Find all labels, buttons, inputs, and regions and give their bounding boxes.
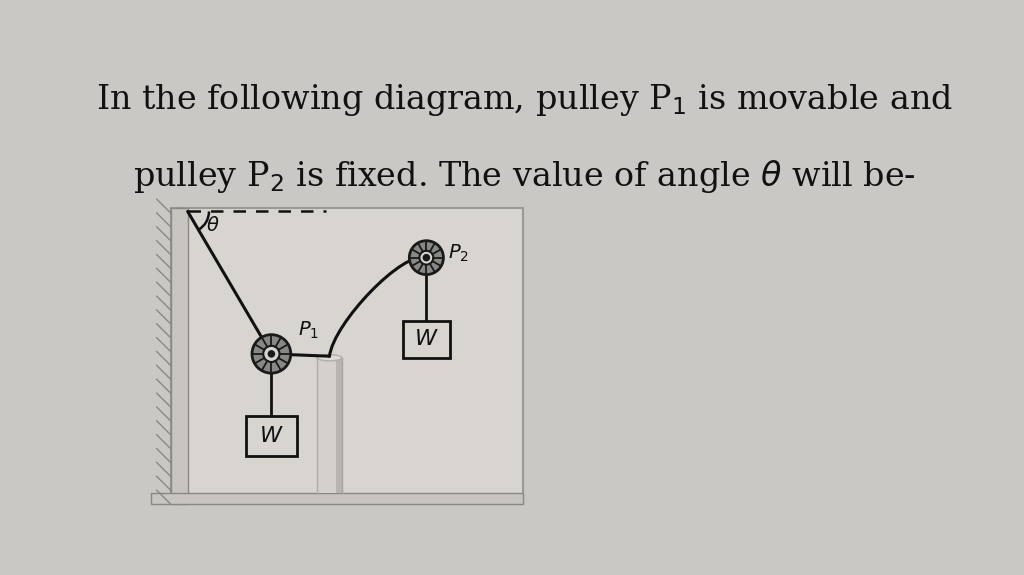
Text: pulley P$_2$ is fixed. The value of angle $\theta$ will be-: pulley P$_2$ is fixed. The value of angl…: [133, 158, 916, 194]
Bar: [403, 321, 450, 358]
Bar: [171, 208, 523, 504]
Text: $\theta$: $\theta$: [206, 216, 219, 235]
Bar: [171, 208, 187, 504]
Ellipse shape: [317, 355, 342, 361]
Circle shape: [263, 346, 280, 362]
Circle shape: [423, 255, 429, 260]
Text: $P_2$: $P_2$: [449, 243, 469, 264]
Circle shape: [410, 241, 443, 275]
Bar: [152, 493, 523, 504]
Text: $W$: $W$: [414, 328, 438, 350]
Bar: [336, 358, 342, 493]
Text: $P_1$: $P_1$: [299, 320, 319, 342]
Text: $W$: $W$: [259, 424, 284, 447]
Circle shape: [252, 335, 291, 373]
Circle shape: [268, 351, 274, 357]
Bar: [246, 416, 297, 455]
Text: In the following diagram, pulley P$_1$ is movable and: In the following diagram, pulley P$_1$ i…: [96, 82, 953, 118]
Circle shape: [420, 251, 433, 264]
Bar: [317, 358, 342, 493]
